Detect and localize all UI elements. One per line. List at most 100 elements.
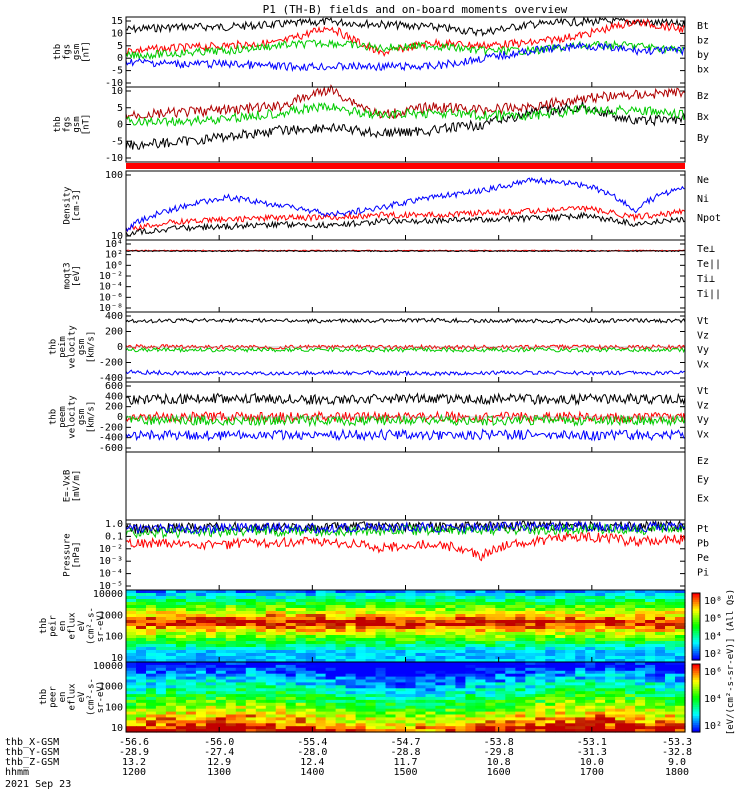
spectro-cell <box>275 602 287 606</box>
spectro-cell <box>235 664 247 669</box>
spectro-cell <box>495 670 506 675</box>
spectro-cell <box>136 723 147 727</box>
spectro-cell <box>475 697 486 701</box>
spectro-cell <box>545 711 556 716</box>
spectro-cell <box>615 711 626 716</box>
spectro-cell <box>595 632 606 636</box>
spectro-cell <box>425 638 437 642</box>
spectro-cell <box>355 620 367 624</box>
spectro-cell <box>595 608 606 612</box>
spectro-cell <box>655 653 666 657</box>
spectro-cell <box>195 664 207 669</box>
spectro-cell <box>315 691 327 695</box>
spectro-cell <box>625 682 636 686</box>
spectro-cell <box>165 590 177 594</box>
spectro-cell <box>555 670 566 675</box>
spectro-cell <box>395 647 407 651</box>
spectro-cell <box>146 641 157 645</box>
spectro-cell <box>505 714 516 718</box>
spectro-cell <box>325 702 337 707</box>
spectro-cell <box>285 650 297 654</box>
spectro-cell <box>545 702 556 707</box>
ytick-label: 400 <box>105 391 123 402</box>
spectro-cell <box>195 596 207 600</box>
spectro-cell <box>555 694 566 698</box>
spectro-cell <box>136 667 147 672</box>
spectro-cell <box>425 635 437 639</box>
spectro-cell <box>545 656 556 660</box>
spectro-cell <box>245 717 257 721</box>
spectro-cell <box>665 626 676 630</box>
spectro-cell <box>305 596 317 600</box>
spectro-cell <box>385 590 397 594</box>
spectro-cell <box>165 626 177 630</box>
spectro-cell <box>675 638 686 642</box>
spectro-cell <box>505 644 516 648</box>
spectro-cell <box>455 644 466 648</box>
spectro-cell <box>665 644 676 648</box>
spectro-cell <box>225 714 237 718</box>
spectro-cell <box>325 593 337 597</box>
spectro-cell <box>265 682 277 686</box>
spectro-cell <box>355 659 367 663</box>
ytick-label: 10⁻⁸ <box>99 303 123 314</box>
spectro-cell <box>205 673 217 678</box>
spectro-cell <box>435 614 446 618</box>
spectro-cell <box>465 635 476 639</box>
spectro-cell <box>475 726 486 730</box>
spectro-cell <box>136 679 147 683</box>
spectro-cell <box>245 608 257 612</box>
spectro-cell <box>265 711 277 716</box>
spectro-cell <box>445 638 456 642</box>
colorbar-cell <box>692 711 700 715</box>
spectro-cell <box>425 717 437 721</box>
spectro-cell <box>215 659 227 663</box>
spectro-cell <box>655 599 666 603</box>
spectro-cell <box>195 723 207 727</box>
ytick-label: 0.1 <box>105 531 123 542</box>
spectro-cell <box>185 670 197 675</box>
spectro-cell <box>675 682 686 686</box>
spectro-cell <box>365 593 377 597</box>
spectro-cell <box>195 676 207 681</box>
spectro-cell <box>245 714 257 718</box>
spectro-cell <box>295 650 307 654</box>
spectro-cell <box>375 691 387 695</box>
spectro-cell <box>126 679 137 683</box>
spectro-cell <box>515 708 526 713</box>
spectro-cell <box>165 711 177 716</box>
spectro-cell <box>195 608 207 612</box>
spectro-cell <box>205 717 217 721</box>
spectro-cell <box>675 593 686 597</box>
footer-value: -56.0 <box>204 737 234 748</box>
spectro-cell <box>485 659 496 663</box>
spectro-cell <box>495 599 506 603</box>
colorbar-tick: 10⁴ <box>704 694 722 705</box>
spectro-cell <box>635 635 646 639</box>
spectro-cell <box>345 635 357 639</box>
spectro-cell <box>585 644 596 648</box>
spectro-cell <box>455 673 466 678</box>
spectro-cell <box>435 620 446 624</box>
spectro-cell <box>185 699 197 704</box>
spectro-cell <box>265 664 277 669</box>
spectro-cell <box>505 717 516 721</box>
spectro-cell <box>365 590 377 594</box>
spectro-cell <box>465 694 476 698</box>
spectro-cell <box>665 679 676 683</box>
spectro-cell <box>315 596 327 600</box>
spectro-cell <box>155 623 167 627</box>
footer-row-label: thb_X-GSM <box>5 737 59 748</box>
spectro-cell <box>445 705 456 710</box>
colorbar-cell <box>692 704 700 708</box>
spectro-cell <box>625 705 636 710</box>
spectro-cell <box>485 729 496 733</box>
spectro-cell <box>185 682 197 686</box>
spectro-cell <box>485 602 496 606</box>
spectro-cell <box>136 596 147 600</box>
spectro-cell <box>205 650 217 654</box>
spectro-cell <box>415 641 427 645</box>
spectro-cell <box>425 662 437 666</box>
spectro-cell <box>455 641 466 645</box>
spectro-cell <box>455 688 466 692</box>
